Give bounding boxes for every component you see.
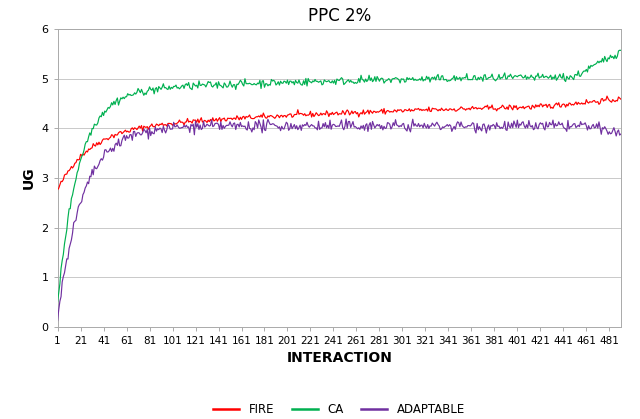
Y-axis label: UG: UG: [22, 167, 36, 189]
X-axis label: INTERACTION: INTERACTION: [286, 352, 392, 365]
Legend: FIRE, CA, ADAPTABLE: FIRE, CA, ADAPTABLE: [209, 398, 470, 419]
Title: PPC 2%: PPC 2%: [308, 7, 371, 25]
